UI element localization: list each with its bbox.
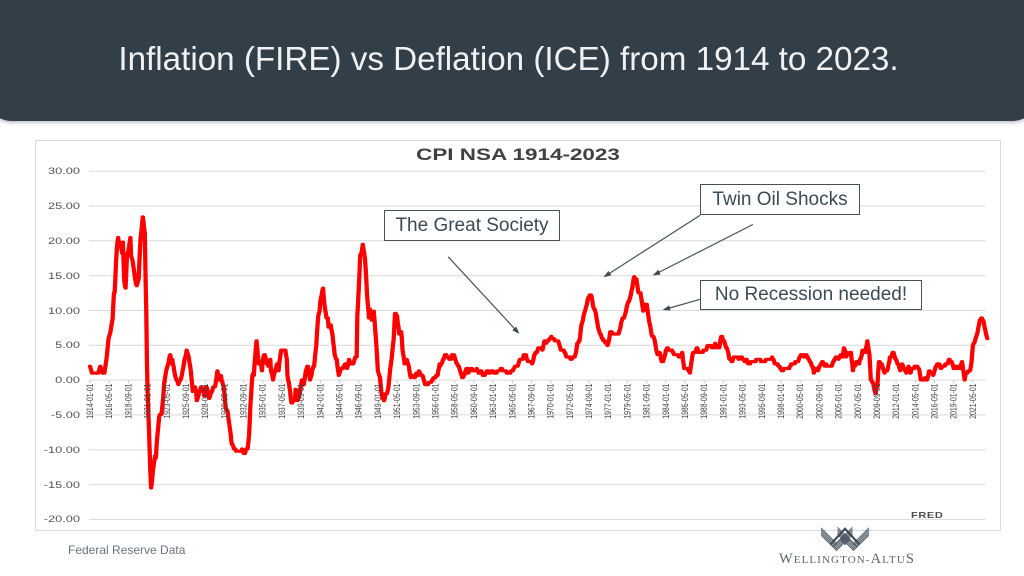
svg-text:1949-01-01: 1949-01-01 — [373, 383, 383, 419]
svg-text:1974-09-01: 1974-09-01 — [584, 383, 594, 419]
svg-text:1946-09-01: 1946-09-01 — [354, 383, 364, 419]
svg-text:1972-05-01: 1972-05-01 — [565, 383, 575, 419]
svg-text:1914-01-01: 1914-01-01 — [85, 383, 95, 419]
svg-text:1925-09-01: 1925-09-01 — [181, 383, 191, 419]
svg-text:1923-05-01: 1923-05-01 — [162, 383, 172, 419]
svg-text:1967-09-01: 1967-09-01 — [527, 383, 537, 419]
svg-text:2002-09-01: 2002-09-01 — [814, 383, 824, 419]
svg-text:1928-01-01: 1928-01-01 — [200, 383, 210, 419]
svg-text:1942-01-01: 1942-01-01 — [315, 383, 325, 419]
svg-text:1939-09-01: 1939-09-01 — [296, 383, 306, 419]
svg-text:2009-09-01: 2009-09-01 — [872, 383, 882, 419]
svg-text:2005-01-01: 2005-01-01 — [834, 383, 844, 419]
svg-text:1935-01-01: 1935-01-01 — [258, 383, 268, 419]
svg-text:2016-09-01: 2016-09-01 — [930, 383, 940, 419]
svg-text:1981-09-01: 1981-09-01 — [642, 383, 652, 419]
svg-text:1963-01-01: 1963-01-01 — [488, 383, 498, 419]
svg-text:1932-09-01: 1932-09-01 — [239, 383, 249, 419]
svg-text:1953-09-01: 1953-09-01 — [411, 383, 421, 419]
svg-text:2012-01-01: 2012-01-01 — [891, 383, 901, 419]
svg-text:1965-05-01: 1965-05-01 — [507, 383, 517, 419]
svg-text:2007-05-01: 2007-05-01 — [853, 383, 863, 419]
svg-text:1995-09-01: 1995-09-01 — [757, 383, 767, 419]
svg-text:1977-01-01: 1977-01-01 — [603, 383, 613, 419]
svg-text:2019-01-01: 2019-01-01 — [949, 383, 959, 419]
svg-text:2014-05-01: 2014-05-01 — [910, 383, 920, 419]
svg-text:1918-09-01: 1918-09-01 — [123, 383, 133, 419]
svg-text:2000-05-01: 2000-05-01 — [795, 383, 805, 419]
svg-text:1970-01-01: 1970-01-01 — [546, 383, 556, 419]
svg-text:1986-05-01: 1986-05-01 — [680, 383, 690, 419]
svg-text:1916-05-01: 1916-05-01 — [104, 383, 114, 419]
svg-text:1979-05-01: 1979-05-01 — [622, 383, 632, 419]
svg-text:1937-05-01: 1937-05-01 — [277, 383, 287, 419]
svg-text:1998-01-01: 1998-01-01 — [776, 383, 786, 419]
svg-text:1921-01-01: 1921-01-01 — [143, 383, 153, 419]
svg-text:1960-09-01: 1960-09-01 — [469, 383, 479, 419]
svg-text:1988-09-01: 1988-09-01 — [699, 383, 709, 419]
svg-text:2021-05-01: 2021-05-01 — [968, 383, 978, 419]
svg-text:1951-05-01: 1951-05-01 — [392, 383, 402, 419]
svg-text:1930-05-01: 1930-05-01 — [219, 383, 229, 419]
svg-text:1958-05-01: 1958-05-01 — [450, 383, 460, 419]
svg-text:1944-05-01: 1944-05-01 — [335, 383, 345, 419]
svg-text:1991-01-01: 1991-01-01 — [718, 383, 728, 419]
svg-text:1984-01-01: 1984-01-01 — [661, 383, 671, 419]
svg-text:1956-01-01: 1956-01-01 — [431, 383, 441, 419]
svg-text:1993-05-01: 1993-05-01 — [738, 383, 748, 419]
